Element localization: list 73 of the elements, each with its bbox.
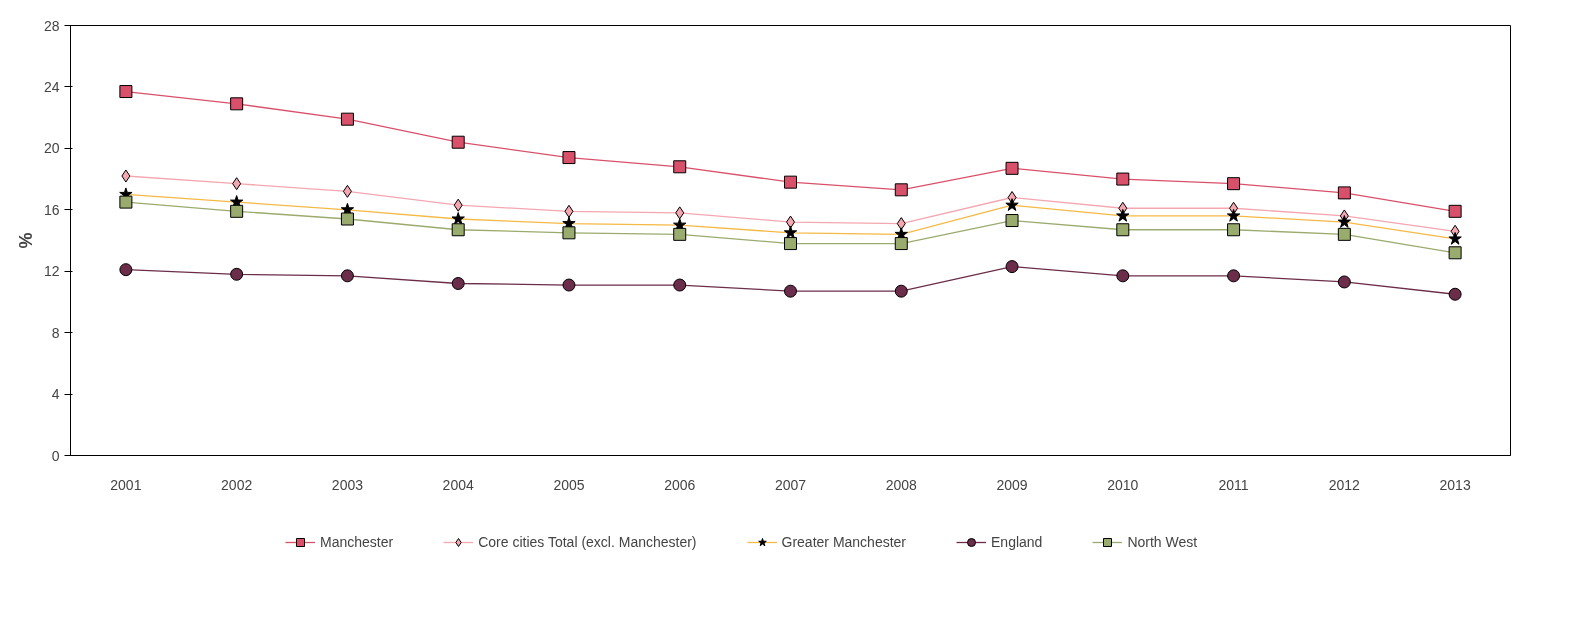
x-tick-label: 2012 xyxy=(1328,476,1361,493)
point xyxy=(1448,246,1462,260)
point xyxy=(119,85,133,99)
point xyxy=(562,151,576,165)
point xyxy=(1448,204,1462,218)
point xyxy=(784,284,797,298)
point xyxy=(451,223,465,237)
x-tick-label: 2013 xyxy=(1439,476,1471,493)
point xyxy=(675,206,685,220)
y-tick-label: 0 xyxy=(51,447,60,464)
x-tick-label: 2002 xyxy=(221,476,253,493)
point xyxy=(451,277,465,290)
x-tick-label: 2007 xyxy=(774,476,807,493)
x-tick-label: 2004 xyxy=(442,476,474,493)
point xyxy=(562,278,576,292)
y-tick-label: 16 xyxy=(43,201,60,218)
x-tick-label: 2001 xyxy=(110,476,142,493)
point xyxy=(564,204,574,218)
point xyxy=(1337,275,1351,289)
point xyxy=(1227,223,1241,237)
legend-label: Greater Manchester xyxy=(781,534,907,550)
point xyxy=(340,269,354,283)
point xyxy=(1337,227,1351,241)
point xyxy=(1337,186,1351,200)
point xyxy=(230,97,244,111)
point xyxy=(1005,161,1019,175)
point xyxy=(673,278,687,292)
point xyxy=(119,263,133,277)
point xyxy=(784,237,797,251)
point xyxy=(1116,223,1130,237)
y-tick-label: 12 xyxy=(43,263,60,280)
point xyxy=(1448,287,1462,301)
point xyxy=(451,135,465,149)
legend-label: Core cities Total (excl. Manchester) xyxy=(478,534,697,550)
y-tick-label: 28 xyxy=(43,17,60,34)
point xyxy=(340,112,354,126)
y-tick-label: 20 xyxy=(43,140,60,157)
x-tick-label: 2010 xyxy=(1107,476,1139,493)
point xyxy=(119,195,133,209)
point xyxy=(1116,269,1130,283)
point xyxy=(230,204,244,218)
x-tick-label: 2003 xyxy=(331,476,364,493)
point xyxy=(232,177,242,191)
point xyxy=(784,175,797,189)
point xyxy=(1005,260,1019,274)
y-tick-label: 8 xyxy=(51,324,60,341)
point xyxy=(230,267,244,281)
point xyxy=(121,169,131,183)
point xyxy=(673,227,687,241)
x-tick-label: 2011 xyxy=(1218,476,1249,493)
point xyxy=(1116,172,1130,186)
point xyxy=(342,184,352,198)
point xyxy=(894,284,908,298)
point xyxy=(894,183,908,197)
x-tick-label: 2006 xyxy=(664,476,696,493)
y-tick-label: 4 xyxy=(51,386,60,403)
legend-label: England xyxy=(991,534,1043,550)
point xyxy=(1227,269,1241,283)
x-tick-label: 2005 xyxy=(553,476,585,493)
point xyxy=(894,237,908,251)
point xyxy=(562,226,576,240)
x-tick-label: 2009 xyxy=(996,476,1028,493)
y-tick-label: 24 xyxy=(43,78,60,95)
point xyxy=(896,217,906,231)
point xyxy=(1227,177,1241,191)
point xyxy=(340,212,354,226)
y-axis-title: % xyxy=(15,232,36,249)
legend-label: North West xyxy=(1127,534,1198,550)
point xyxy=(673,160,687,174)
point xyxy=(1005,214,1019,228)
x-tick-label: 2008 xyxy=(885,476,918,493)
legend-label: Manchester xyxy=(320,534,394,550)
point xyxy=(453,198,463,212)
